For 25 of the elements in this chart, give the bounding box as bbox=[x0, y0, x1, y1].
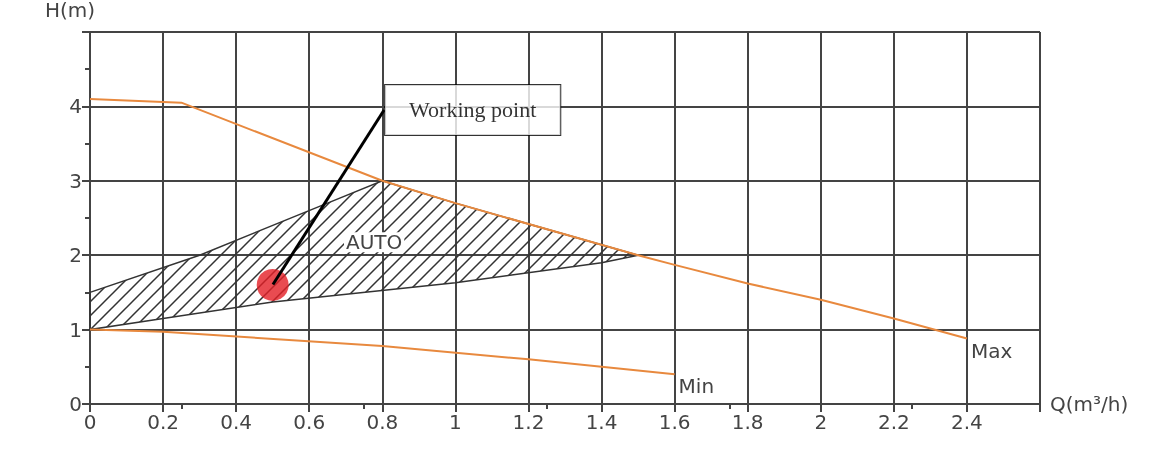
y-tick-label: 3 bbox=[69, 168, 82, 193]
series-label: Min bbox=[678, 374, 715, 399]
x-tick-label: 2 bbox=[814, 410, 828, 434]
x-tick-label: 0.8 bbox=[366, 410, 399, 434]
x-tick-label: 1.8 bbox=[731, 410, 764, 434]
x-tick-label: 0.4 bbox=[220, 410, 253, 434]
x-tick-label: 0.2 bbox=[147, 410, 179, 434]
x-tick-label: 1 bbox=[449, 410, 462, 434]
y-tick-label: 4 bbox=[69, 94, 82, 119]
x-tick-label: 1.6 bbox=[658, 410, 691, 434]
x-tick-label: 1.2 bbox=[512, 410, 545, 434]
line-series bbox=[89, 328, 676, 376]
y-tick-label: 1 bbox=[69, 317, 82, 342]
y-tick-label: 2 bbox=[69, 243, 82, 268]
annotation: Working point bbox=[409, 97, 537, 123]
x-tick-label: 2.2 bbox=[877, 410, 910, 434]
y-tick-label: 0 bbox=[69, 392, 82, 416]
x-axis-title: Q(m³/h) bbox=[1050, 392, 1129, 416]
x-tick-label: 2.4 bbox=[951, 410, 983, 434]
x-tick-label: 1.4 bbox=[585, 410, 618, 434]
y-axis-title: H(m) bbox=[44, 0, 96, 22]
x-tick-label: 0.6 bbox=[293, 410, 326, 434]
line-series bbox=[89, 97, 968, 340]
series-label: Max bbox=[970, 338, 1013, 363]
series-label: AUTO bbox=[346, 230, 403, 255]
